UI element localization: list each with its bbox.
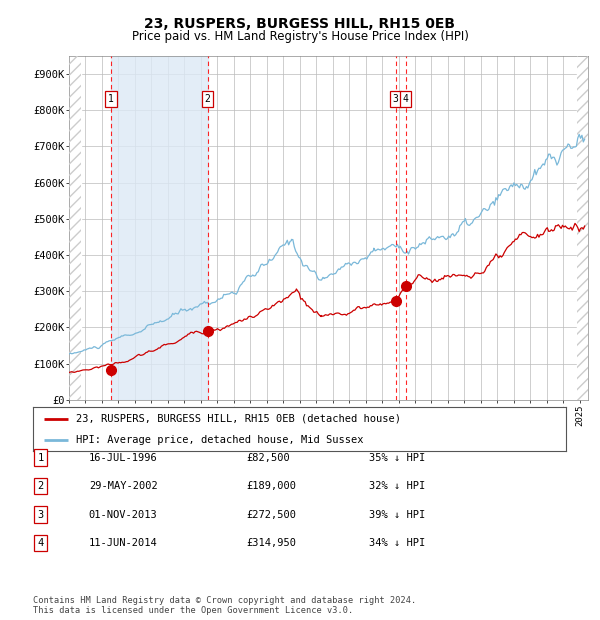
Text: 29-MAY-2002: 29-MAY-2002 [89,481,158,491]
Text: 4: 4 [38,538,44,548]
Text: 2: 2 [205,94,211,104]
Text: 23, RUSPERS, BURGESS HILL, RH15 0EB: 23, RUSPERS, BURGESS HILL, RH15 0EB [145,17,455,32]
Polygon shape [69,56,80,400]
Text: 3: 3 [38,510,44,520]
Text: £272,500: £272,500 [246,510,296,520]
Text: 1: 1 [38,453,44,463]
Polygon shape [577,56,588,400]
Text: 01-NOV-2013: 01-NOV-2013 [89,510,158,520]
Text: 23, RUSPERS, BURGESS HILL, RH15 0EB (detached house): 23, RUSPERS, BURGESS HILL, RH15 0EB (det… [76,414,401,424]
Text: 3: 3 [393,94,398,104]
Bar [111,56,208,400]
Text: 35% ↓ HPI: 35% ↓ HPI [369,453,425,463]
Text: 11-JUN-2014: 11-JUN-2014 [89,538,158,548]
Text: £314,950: £314,950 [246,538,296,548]
Text: £189,000: £189,000 [246,481,296,491]
Text: 2: 2 [38,481,44,491]
Text: £82,500: £82,500 [246,453,290,463]
Text: Contains HM Land Registry data © Crown copyright and database right 2024.
This d: Contains HM Land Registry data © Crown c… [33,596,416,615]
Text: 32% ↓ HPI: 32% ↓ HPI [369,481,425,491]
Text: Price paid vs. HM Land Registry's House Price Index (HPI): Price paid vs. HM Land Registry's House … [131,30,469,43]
Text: HPI: Average price, detached house, Mid Sussex: HPI: Average price, detached house, Mid … [76,435,363,445]
Text: 34% ↓ HPI: 34% ↓ HPI [369,538,425,548]
Text: 39% ↓ HPI: 39% ↓ HPI [369,510,425,520]
Text: 4: 4 [403,94,409,104]
Text: 1: 1 [108,94,114,104]
Text: 16-JUL-1996: 16-JUL-1996 [89,453,158,463]
